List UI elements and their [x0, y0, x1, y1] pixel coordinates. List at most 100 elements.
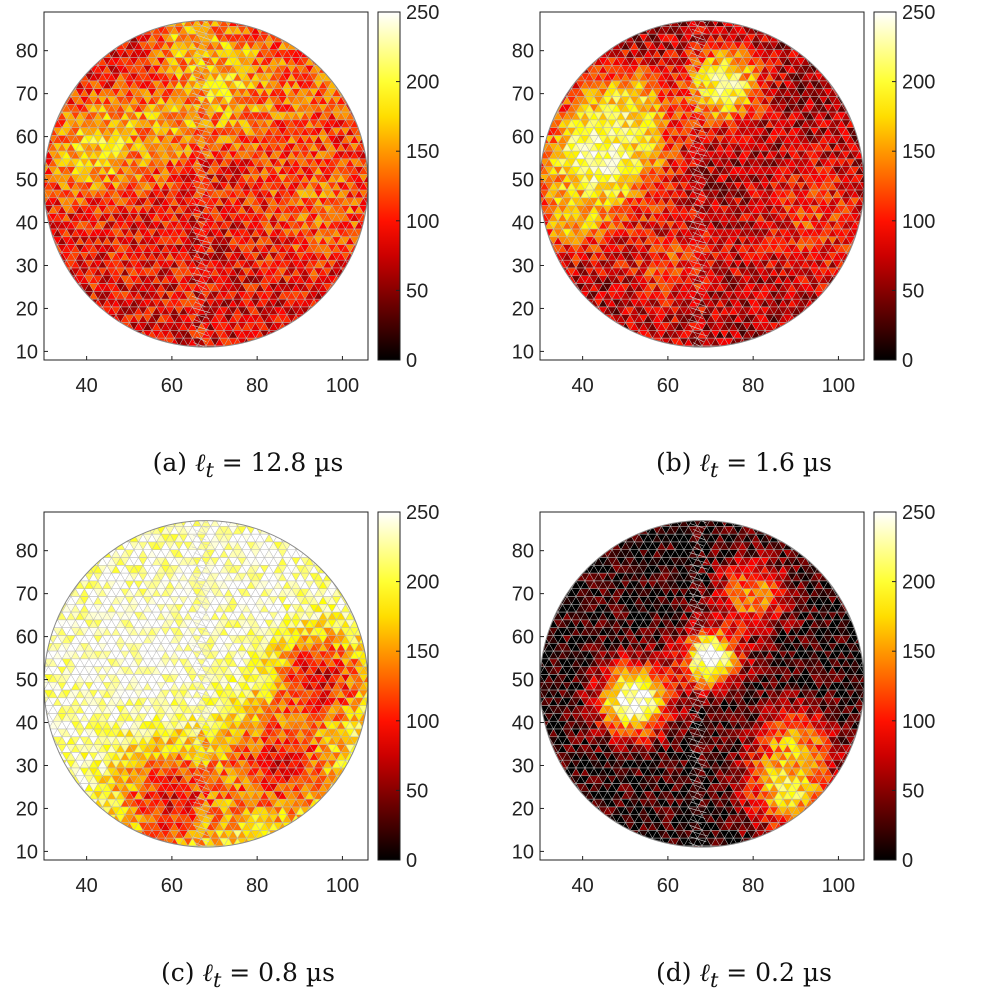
- x-tick-label: 60: [161, 375, 183, 397]
- mesh-cell: [67, 3, 76, 11]
- mesh-cell: [53, 26, 62, 34]
- mesh-cell: [310, 323, 319, 331]
- mesh-cell: [148, 346, 157, 354]
- mesh-cell: [49, 89, 58, 97]
- mesh-cell: [864, 89, 873, 97]
- mesh-cell: [229, 346, 238, 354]
- mesh-cell: [864, 81, 873, 89]
- mesh-cell: [864, 73, 873, 81]
- mesh-cell: [698, 3, 707, 11]
- mesh-cell: [810, 42, 819, 50]
- mesh-cell: [71, 315, 80, 323]
- mesh-cell: [35, 73, 44, 81]
- mesh-cell: [828, 26, 837, 34]
- mesh-cell: [328, 338, 337, 346]
- mesh-cell: [152, 346, 161, 354]
- mesh-cell: [355, 73, 364, 81]
- mesh-cell: [359, 362, 368, 370]
- mesh-cell: [359, 26, 368, 34]
- mesh-cell: [842, 26, 851, 34]
- mesh-cell: [779, 19, 788, 27]
- mesh-cell: [71, 3, 80, 11]
- mesh-cell: [202, 362, 211, 370]
- mesh-cell: [815, 3, 824, 11]
- mesh-cell: [359, 120, 368, 128]
- mesh-cell: [540, 89, 549, 97]
- mesh-cell: [558, 34, 567, 42]
- mesh-cell: [161, 3, 170, 11]
- mesh-cell: [684, 3, 693, 11]
- mesh-cell: [229, 3, 238, 11]
- mesh-cell: [554, 81, 563, 89]
- mesh-cell: [590, 3, 599, 11]
- mesh-cell: [355, 284, 364, 292]
- mesh-cell: [85, 26, 94, 34]
- mesh-cell: [67, 34, 76, 42]
- mesh-cell: [576, 50, 585, 58]
- mesh-cell: [80, 330, 89, 338]
- mesh-cell: [590, 42, 599, 50]
- mesh-cell: [355, 291, 364, 299]
- mesh-cell: [554, 19, 563, 27]
- mesh-cell: [819, 34, 828, 42]
- mesh-cell: [179, 362, 188, 370]
- mesh-cell: [44, 252, 53, 260]
- mesh-cell: [44, 81, 53, 89]
- mesh-cell: [85, 362, 94, 370]
- mesh-cell: [355, 346, 364, 354]
- mesh-cell: [368, 128, 377, 136]
- mesh-cell: [62, 73, 71, 81]
- mesh-cell: [864, 42, 873, 50]
- mesh-cell: [296, 338, 305, 346]
- mesh-cell: [531, 112, 540, 120]
- mesh-cell: [675, 3, 684, 11]
- mesh-cell: [364, 362, 373, 370]
- mesh-cell: [283, 362, 292, 370]
- mesh-cell: [599, 34, 608, 42]
- mesh-cell: [545, 34, 554, 42]
- mesh-cell: [846, 73, 855, 81]
- mesh-cell: [792, 3, 801, 11]
- mesh-cell: [355, 3, 364, 11]
- mesh-cell: [662, 3, 671, 11]
- mesh-cell: [350, 338, 359, 346]
- mesh-cell: [368, 190, 377, 198]
- mesh-cell: [35, 237, 44, 245]
- mesh-cell: [824, 42, 833, 50]
- mesh-cell: [305, 330, 314, 338]
- mesh-cell: [89, 26, 98, 34]
- mesh-cell: [323, 19, 332, 27]
- mesh-cell: [563, 81, 572, 89]
- mesh-cell: [792, 26, 801, 34]
- mesh-cell: [58, 323, 67, 331]
- mesh-cell: [310, 346, 319, 354]
- mesh-cell: [572, 50, 581, 58]
- mesh-cell: [599, 42, 608, 50]
- mesh-cell: [49, 315, 58, 323]
- mesh-cell: [837, 65, 846, 73]
- mesh-cell: [80, 362, 89, 370]
- mesh-cell: [355, 338, 364, 346]
- mesh-cell: [350, 58, 359, 66]
- mesh-cell: [540, 58, 549, 66]
- mesh-cell: [359, 330, 368, 338]
- mesh-cell: [346, 276, 355, 284]
- mesh-cell: [80, 26, 89, 34]
- mesh-cell: [639, 3, 648, 11]
- mesh-cell: [332, 50, 341, 58]
- mesh-cell: [94, 26, 103, 34]
- mesh-cell: [53, 276, 62, 284]
- mesh-cell: [563, 42, 572, 50]
- mesh-cell: [328, 3, 337, 11]
- mesh-cell: [355, 299, 364, 307]
- mesh-cell: [287, 330, 296, 338]
- mesh-cell: [355, 307, 364, 315]
- mesh-cell: [531, 19, 540, 27]
- mesh-cell: [368, 315, 377, 323]
- mesh-cell: [49, 97, 58, 105]
- y-tick-label: 20: [16, 298, 38, 320]
- mesh-cell: [842, 65, 851, 73]
- mesh-cell: [53, 323, 62, 331]
- mesh-cell: [549, 50, 558, 58]
- mesh-cell: [76, 65, 85, 73]
